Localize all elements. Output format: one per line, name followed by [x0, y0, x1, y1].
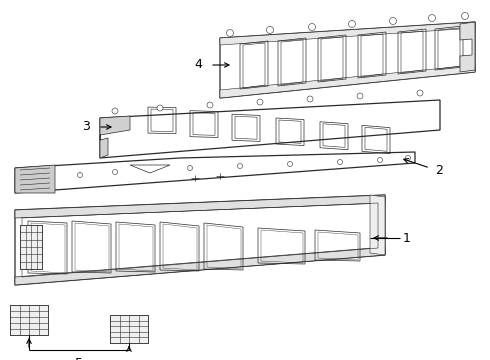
- Circle shape: [357, 93, 363, 99]
- Circle shape: [348, 21, 356, 27]
- Circle shape: [207, 102, 213, 108]
- Text: 2: 2: [435, 163, 443, 176]
- Circle shape: [157, 105, 163, 111]
- Polygon shape: [460, 22, 475, 72]
- Polygon shape: [220, 22, 475, 45]
- Circle shape: [417, 90, 423, 96]
- Bar: [110, 315, 148, 343]
- Circle shape: [267, 27, 273, 33]
- Polygon shape: [220, 22, 475, 98]
- Bar: [20, 225, 42, 269]
- Circle shape: [77, 172, 82, 177]
- Circle shape: [307, 96, 313, 102]
- Circle shape: [238, 163, 243, 168]
- Polygon shape: [100, 116, 130, 158]
- Circle shape: [428, 14, 436, 22]
- Polygon shape: [220, 65, 475, 98]
- Bar: [10, 305, 48, 335]
- Circle shape: [309, 23, 316, 31]
- Polygon shape: [15, 195, 385, 285]
- Text: 3: 3: [82, 121, 90, 134]
- Circle shape: [390, 18, 396, 24]
- Circle shape: [226, 30, 234, 36]
- Polygon shape: [15, 165, 55, 193]
- Circle shape: [112, 108, 118, 114]
- Circle shape: [406, 156, 411, 161]
- Polygon shape: [15, 247, 385, 285]
- Polygon shape: [370, 195, 385, 255]
- Circle shape: [377, 158, 383, 162]
- Circle shape: [257, 99, 263, 105]
- Polygon shape: [15, 195, 385, 218]
- Text: 5: 5: [75, 357, 83, 360]
- Polygon shape: [15, 152, 415, 193]
- Circle shape: [338, 159, 343, 165]
- Circle shape: [188, 166, 193, 171]
- Text: 4: 4: [194, 58, 202, 72]
- Circle shape: [462, 13, 468, 19]
- Polygon shape: [100, 100, 440, 158]
- Circle shape: [113, 170, 118, 175]
- Text: 1: 1: [403, 231, 411, 244]
- Circle shape: [288, 162, 293, 166]
